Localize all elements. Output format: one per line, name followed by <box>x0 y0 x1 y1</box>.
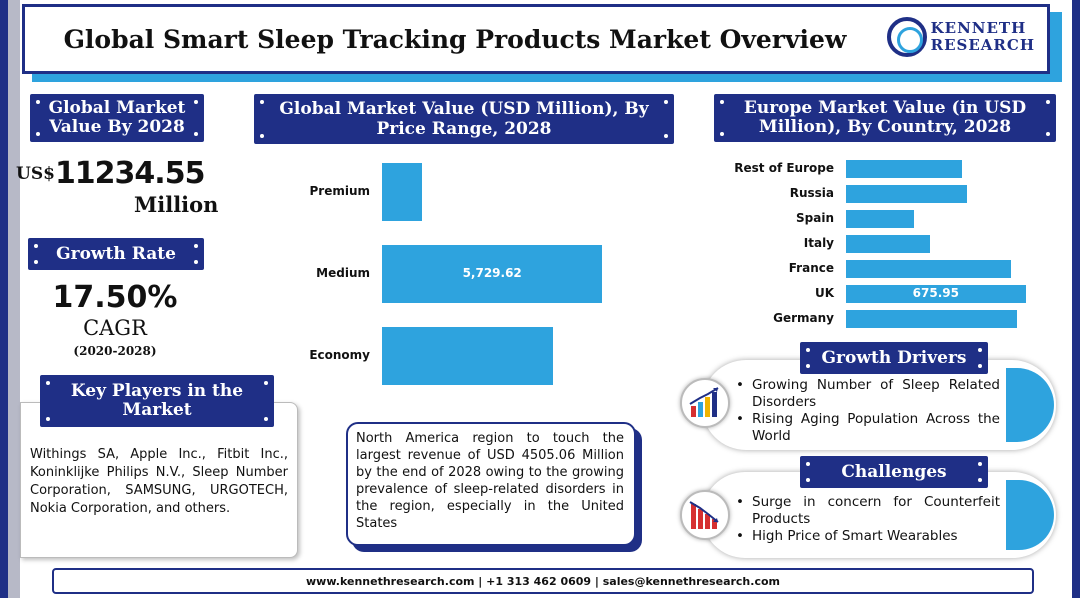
challenges-list: Surge in concern for Counterfeit Product… <box>734 494 1000 545</box>
category-label: Economy <box>309 348 370 362</box>
logo-line-2: RESEARCH <box>930 36 1035 54</box>
market-value-heading-text: Global Market Value By 2028 <box>48 98 186 137</box>
logo-text: KENNETH RESEARCH <box>931 20 1035 54</box>
growth-drivers-heading-text: Growth Drivers <box>821 348 967 368</box>
kenneth-research-logo: KENNETH RESEARCH <box>886 17 1035 57</box>
key-players-heading-text: Key Players in the Market <box>70 381 244 420</box>
category-label: Premium <box>309 184 370 198</box>
europe-heading-text: Europe Market Value (in USD Million), By… <box>743 98 1027 137</box>
price-range-heading: Global Market Value (USD Million), By Pr… <box>254 94 674 144</box>
category-label: France <box>788 261 834 275</box>
category-label: Germany <box>773 311 834 325</box>
list-item: Growing Number of Sleep Related Disorder… <box>734 377 1000 411</box>
category-label: Rest of Europe <box>734 161 834 175</box>
north-america-text: North America region to touch the larges… <box>356 431 624 531</box>
chart-bar <box>382 327 554 385</box>
growth-drivers-list: Growing Number of Sleep Related Disorder… <box>734 377 1000 445</box>
chart-bar <box>846 285 1026 303</box>
footer-contact: www.kennethresearch.com | +1 313 462 060… <box>52 568 1034 594</box>
category-label: Russia <box>789 186 834 200</box>
data-label: 5,729.62 <box>462 266 522 280</box>
growth-rate-heading-text: Growth Rate <box>56 244 176 264</box>
cagr-label: CAGR <box>83 316 147 340</box>
challenges-heading: Challenges <box>800 456 988 488</box>
price-range-heading-text: Global Market Value (USD Million), By Pr… <box>279 99 649 139</box>
chart-bar <box>846 160 962 178</box>
data-label: 675.95 <box>912 286 959 300</box>
market-value-number: 11234.55 <box>54 156 206 191</box>
market-value-unit: Million <box>134 192 219 217</box>
bar-chart-down-icon <box>680 490 730 540</box>
market-value: US$11234.55 <box>16 156 216 191</box>
bar-chart-up-icon <box>680 378 730 428</box>
logo-icon <box>886 17 927 57</box>
growth-rate-heading: Growth Rate <box>28 238 204 270</box>
chart-bar <box>382 245 603 303</box>
growth-drivers-heading: Growth Drivers <box>800 342 988 374</box>
category-label: Spain <box>796 211 834 225</box>
chart-bar <box>382 163 423 221</box>
list-item: High Price of Smart Wearables <box>734 528 1000 545</box>
chart-bar <box>846 310 1018 328</box>
category-label: UK <box>814 286 834 300</box>
market-value-heading: Global Market Value By 2028 <box>30 94 204 142</box>
chart-bar <box>846 260 1011 278</box>
list-item: Rising Aging Population Across the World <box>734 411 1000 445</box>
chart-bar <box>846 235 930 253</box>
europe-heading: Europe Market Value (in USD Million), By… <box>714 94 1056 142</box>
cagr-range: (2020-2028) <box>73 344 157 358</box>
header-banner: Global Smart Sleep Tracking Products Mar… <box>22 4 1050 74</box>
key-players-heading: Key Players in the Market <box>40 375 274 427</box>
page-title: Global Smart Sleep Tracking Products Mar… <box>63 24 847 54</box>
north-america-box <box>346 422 636 546</box>
chart-bar <box>846 210 914 228</box>
chart-bar <box>846 185 967 203</box>
key-players-box <box>20 402 298 558</box>
cagr-value: 17.50% <box>52 280 178 315</box>
category-label: Medium <box>316 266 370 280</box>
market-value-currency: US$ <box>16 164 55 184</box>
challenges-heading-text: Challenges <box>841 462 947 482</box>
key-players-text: Withings SA, Apple Inc., Fitbit Inc., Ko… <box>30 447 288 516</box>
category-label: Italy <box>803 236 834 250</box>
logo-line-1: KENNETH <box>930 19 1027 37</box>
list-item: Surge in concern for Counterfeit Product… <box>734 494 1000 528</box>
